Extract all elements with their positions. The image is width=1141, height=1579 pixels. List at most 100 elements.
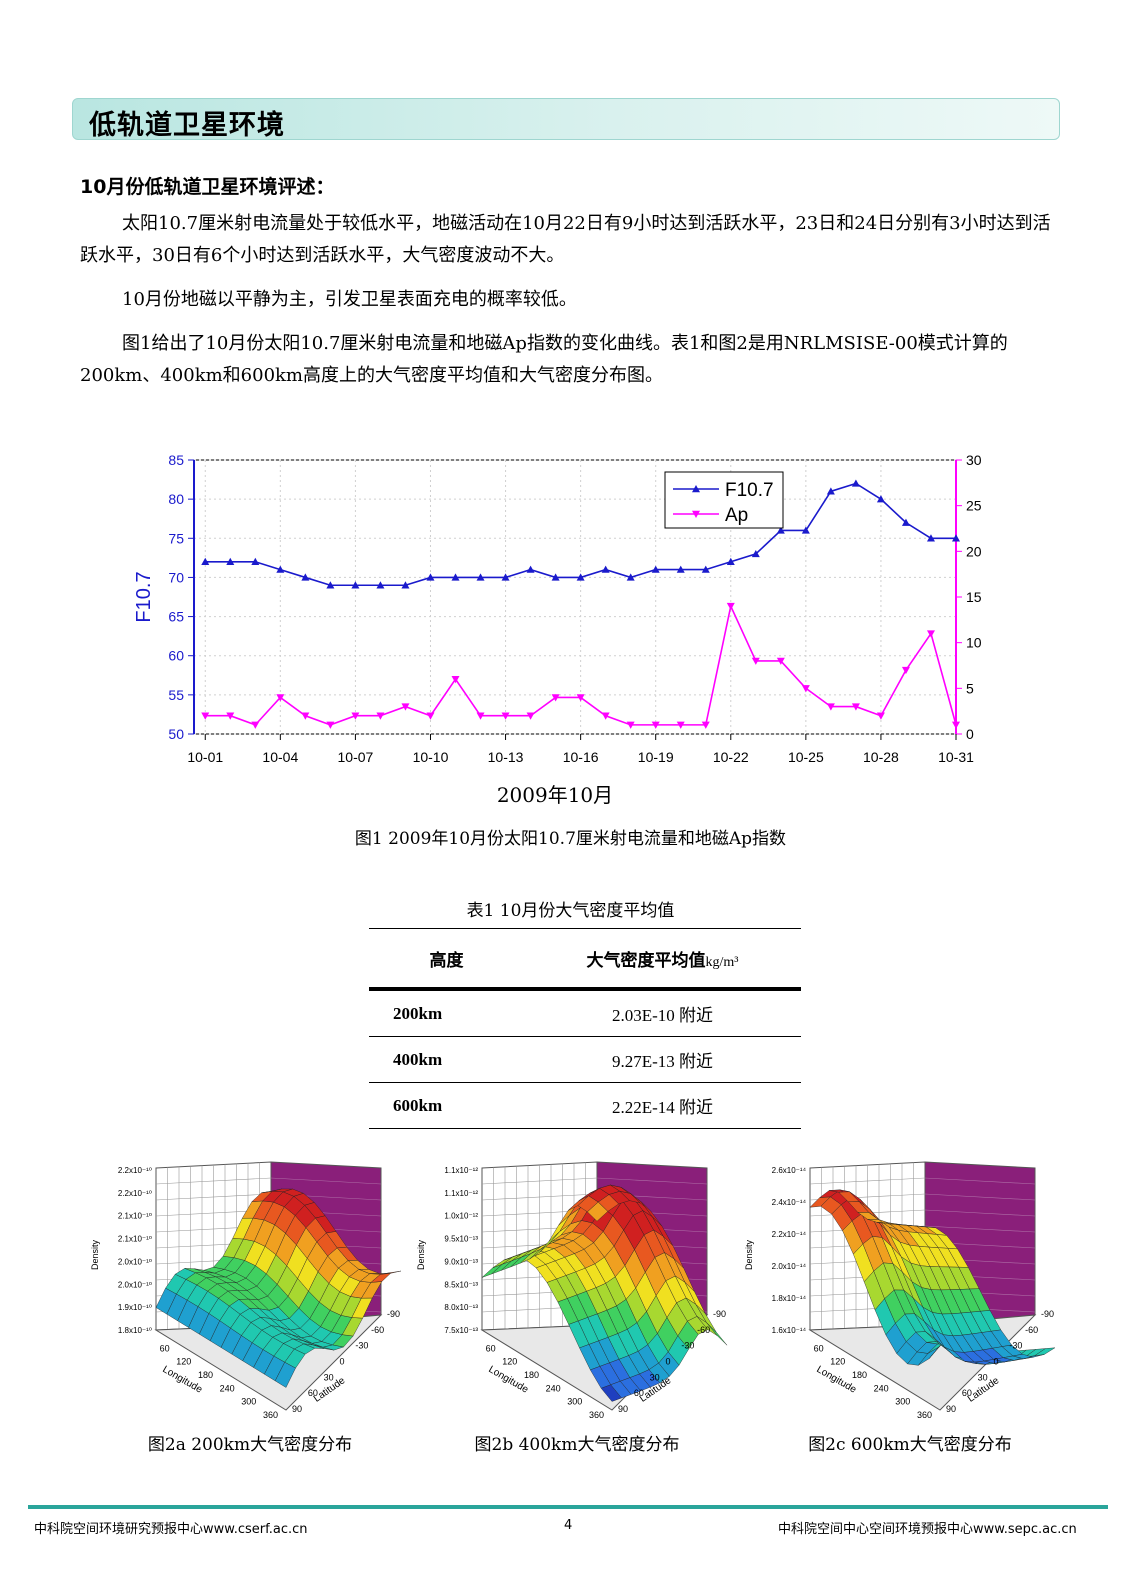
longitude-tick-label: 60	[160, 1343, 170, 1353]
latitude-tick-label: -60	[1025, 1325, 1038, 1335]
table-row: 600km 2.22E-14 附近	[369, 1082, 801, 1129]
paragraph-1: 太阳10.7厘米射电流量处于较低水平，地磁活动在10月22日有9小时达到活跃水平…	[80, 213, 1051, 266]
data-point	[376, 581, 385, 589]
data-point	[701, 565, 710, 573]
z-tick-label: 1.9x10⁻¹⁰	[118, 1303, 152, 1312]
x-tick-label: 10-07	[338, 749, 374, 765]
data-point	[201, 557, 210, 565]
z-tick-label: 2.2x10⁻¹⁴	[772, 1230, 807, 1239]
latitude-tick-label: -30	[1009, 1341, 1022, 1351]
x-tick-label: 10-16	[563, 749, 599, 765]
header-density: 大气密度平均值kg/m³	[524, 928, 801, 989]
data-point	[901, 666, 910, 675]
left-tick-label: 70	[168, 569, 184, 585]
data-point	[551, 573, 560, 581]
z-tick-label: 2.1x10⁻¹⁰	[118, 1235, 152, 1244]
z-axis-label: Density	[416, 1239, 426, 1270]
surface-facet	[706, 1322, 728, 1346]
longitude-tick-label: 180	[524, 1370, 539, 1380]
latitude-tick-label: 0	[666, 1357, 671, 1367]
latitude-tick-label: 90	[292, 1404, 302, 1414]
wall-grid-line	[924, 1209, 1036, 1217]
data-point	[251, 557, 260, 565]
x-tick-label: 10-19	[638, 749, 674, 765]
right-tick-label: 15	[966, 589, 982, 605]
data-point	[726, 557, 735, 565]
data-point	[576, 694, 585, 702]
latitude-tick-label: 60	[962, 1388, 972, 1398]
data-point	[326, 721, 335, 729]
figure2a-caption: 图2a 200km大气密度分布	[147, 1435, 353, 1455]
data-point	[201, 712, 210, 720]
z-tick-label: 2.2x10⁻¹⁰	[118, 1166, 152, 1175]
density-cell: 9.27E-13 附近	[524, 1036, 801, 1083]
z-tick-label: 2.0x10⁻¹⁰	[118, 1257, 152, 1266]
latitude-tick-label: -90	[1041, 1309, 1054, 1319]
data-point	[401, 703, 410, 711]
latitude-tick-label: 90	[618, 1404, 628, 1414]
left-tick-label: 60	[168, 648, 184, 664]
data-point	[426, 712, 435, 720]
subheading: 10月份低轨道卫星环境评述：	[80, 176, 335, 198]
latitude-tick-label: -90	[713, 1309, 726, 1319]
left-tick-label: 65	[168, 609, 184, 625]
x-tick-label: 10-31	[938, 749, 974, 765]
latitude-tick-label: 30	[650, 1372, 660, 1382]
z-tick-label: 1.0x10⁻¹²	[444, 1212, 478, 1221]
x-tick-label: 10-01	[187, 749, 223, 765]
data-point	[876, 495, 885, 503]
data-point	[226, 557, 235, 565]
data-point	[676, 565, 685, 573]
right-tick-label: 25	[966, 498, 982, 514]
right-tick-label: 5	[966, 680, 974, 696]
data-point	[301, 573, 310, 581]
latitude-tick-label: 60	[634, 1388, 644, 1398]
data-point	[751, 657, 760, 665]
altitude-cell: 400km	[369, 1036, 524, 1083]
z-tick-label: 2.1x10⁻¹⁰	[118, 1212, 152, 1221]
x-tick-label: 10-04	[262, 749, 298, 765]
data-point	[676, 721, 685, 729]
altitude-cell: 200km	[369, 989, 524, 1037]
x-tick-label: 10-13	[488, 749, 524, 765]
latitude-tick-label: 30	[978, 1372, 988, 1382]
z-tick-label: 2.2x10⁻¹⁰	[118, 1189, 152, 1198]
left-tick-label: 55	[168, 687, 184, 703]
data-point	[451, 676, 460, 684]
longitude-tick-label: 180	[852, 1370, 867, 1380]
footer-right: 中科院空间中心空间环境预报中心www.sepc.ac.cn	[778, 1522, 1077, 1537]
paragraph-2: 10月份地磁以平静为主，引发卫星表面充电的概率较低。	[122, 289, 577, 310]
data-point	[826, 487, 835, 495]
latitude-tick-label: -60	[697, 1325, 710, 1335]
table-title: 表1 10月份大气密度平均值	[466, 901, 675, 921]
x-tick-label: 10-22	[713, 749, 749, 765]
data-point	[326, 581, 335, 589]
legend-label: F10.7	[725, 480, 774, 501]
longitude-tick-label: 60	[486, 1343, 496, 1353]
data-point	[601, 712, 610, 720]
data-point	[626, 721, 635, 729]
left-tick-label: 85	[168, 452, 184, 468]
x-tick-label: 10-25	[788, 749, 824, 765]
longitude-tick-label: 120	[176, 1357, 191, 1367]
data-point	[601, 565, 610, 573]
data-point	[351, 581, 360, 589]
surface-facet	[1034, 1347, 1056, 1356]
longitude-tick-label: 360	[263, 1410, 278, 1420]
longitude-tick-label: 300	[567, 1397, 582, 1407]
longitude-tick-label: 120	[502, 1357, 517, 1367]
latitude-tick-label: 90	[946, 1404, 956, 1414]
longitude-tick-label: 360	[589, 1410, 604, 1420]
z-tick-label: 1.8x10⁻¹⁰	[118, 1326, 152, 1335]
z-tick-label: 8.0x10⁻¹³	[444, 1303, 478, 1312]
data-point	[926, 630, 935, 638]
longitude-tick-label: 300	[241, 1397, 256, 1407]
surface-plot-600km: 1.6x10⁻¹⁴ 1.8x10⁻¹⁴ 2.0x10⁻¹⁴ 2.2x10⁻¹⁴ 2.4x…	[744, 1161, 1056, 1420]
z-tick-label: 2.0x10⁻¹⁴	[772, 1262, 807, 1271]
data-point	[876, 712, 885, 720]
data-point	[551, 694, 560, 702]
data-point	[226, 712, 235, 720]
data-point	[776, 657, 785, 665]
data-point	[401, 581, 410, 589]
data-point	[251, 721, 260, 729]
